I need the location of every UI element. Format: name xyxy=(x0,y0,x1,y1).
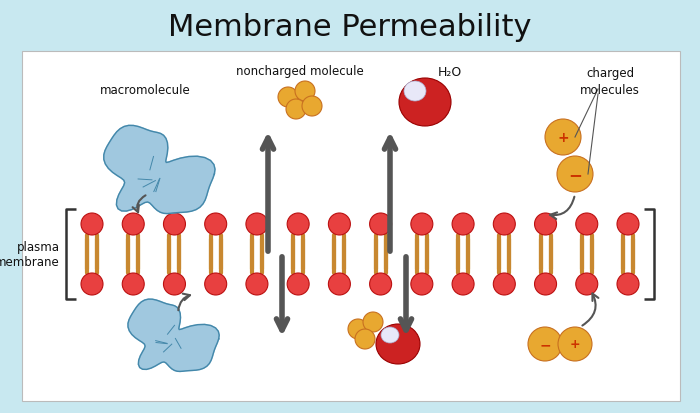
Text: charged
molecules: charged molecules xyxy=(580,67,640,97)
Text: −: − xyxy=(568,166,582,183)
Circle shape xyxy=(204,214,227,235)
Ellipse shape xyxy=(376,324,420,364)
Circle shape xyxy=(535,214,556,235)
Text: +: + xyxy=(570,338,580,351)
Circle shape xyxy=(164,273,186,295)
Circle shape xyxy=(411,273,433,295)
Text: plasma
membrane: plasma membrane xyxy=(0,240,60,268)
Text: Membrane Permeability: Membrane Permeability xyxy=(168,14,532,43)
Circle shape xyxy=(494,273,515,295)
Polygon shape xyxy=(104,126,215,214)
Circle shape xyxy=(122,214,144,235)
Ellipse shape xyxy=(399,79,451,127)
Circle shape xyxy=(370,214,391,235)
Circle shape xyxy=(557,157,593,192)
Circle shape xyxy=(302,97,322,117)
Circle shape xyxy=(328,214,351,235)
Circle shape xyxy=(452,273,474,295)
Circle shape xyxy=(246,214,268,235)
Circle shape xyxy=(81,214,103,235)
Circle shape xyxy=(204,273,227,295)
Circle shape xyxy=(348,319,368,339)
Text: +: + xyxy=(557,131,569,145)
Circle shape xyxy=(370,273,391,295)
Text: −: − xyxy=(539,337,551,351)
Circle shape xyxy=(558,327,592,361)
Circle shape xyxy=(411,214,433,235)
Ellipse shape xyxy=(381,327,399,343)
Circle shape xyxy=(81,273,103,295)
Bar xyxy=(22,52,680,401)
Ellipse shape xyxy=(404,82,426,102)
Circle shape xyxy=(617,214,639,235)
Circle shape xyxy=(363,312,383,332)
Circle shape xyxy=(287,273,309,295)
Circle shape xyxy=(287,214,309,235)
Circle shape xyxy=(528,327,562,361)
Circle shape xyxy=(545,120,581,156)
Circle shape xyxy=(328,273,351,295)
Circle shape xyxy=(295,82,315,102)
Text: noncharged molecule: noncharged molecule xyxy=(236,65,364,78)
Circle shape xyxy=(286,100,306,120)
Circle shape xyxy=(576,273,598,295)
Circle shape xyxy=(494,214,515,235)
Circle shape xyxy=(617,273,639,295)
Circle shape xyxy=(246,273,268,295)
Text: macromolecule: macromolecule xyxy=(99,83,190,96)
Circle shape xyxy=(278,88,298,108)
Circle shape xyxy=(452,214,474,235)
Circle shape xyxy=(164,214,186,235)
Polygon shape xyxy=(128,299,219,372)
Circle shape xyxy=(535,273,556,295)
Circle shape xyxy=(122,273,144,295)
Text: H₂O: H₂O xyxy=(438,65,462,78)
Circle shape xyxy=(576,214,598,235)
Circle shape xyxy=(355,329,375,349)
